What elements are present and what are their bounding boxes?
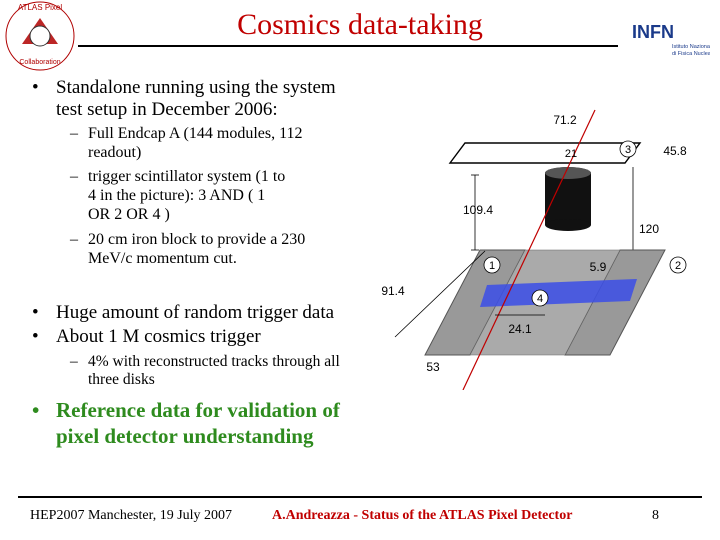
sub-bullet-3: – 20 cm iron block to provide a 230 MeV/… <box>70 231 306 267</box>
svg-text:ATLAS Pixel: ATLAS Pixel <box>18 3 63 12</box>
setup-diagram: 71.2 21 3 45.8 109.4 120 1 5.9 2 91.4 4 … <box>375 105 710 391</box>
dim-53: 53 <box>426 360 440 374</box>
sub-bullet-1-text: Full Endcap A (144 modules, 112 readout) <box>88 125 303 161</box>
scintillator-3-plane <box>448 142 642 164</box>
bullet-1-text: Standalone running using the system test… <box>56 77 336 120</box>
infn-logo-text: INFN <box>632 22 674 42</box>
page-number: 8 <box>652 508 659 523</box>
footer-center: A.Andreazza - Status of the ATLAS Pixel … <box>272 508 573 523</box>
iron-block <box>545 167 591 179</box>
scint-1-label: 1 <box>489 260 495 272</box>
sub-bullet-1: – Full Endcap A (144 modules, 112 readou… <box>70 125 303 161</box>
svg-text:Istituto Nazionale: Istituto Nazionale <box>672 44 710 50</box>
dim-5-9: 5.9 <box>590 260 607 274</box>
sub-bullet-3-text: 20 cm iron block to provide a 230 MeV/c … <box>88 231 306 267</box>
sub-bullet-4-text: 4% with reconstructed tracks through all… <box>88 353 340 388</box>
dim-71-2: 71.2 <box>553 113 577 127</box>
title-divider <box>78 45 618 47</box>
dim-21: 21 <box>565 148 577 160</box>
cosmic-track-line <box>462 109 596 391</box>
page-title: Cosmics data-taking <box>237 8 483 41</box>
svg-text:di Fisica Nucleare: di Fisica Nucleare <box>672 51 710 57</box>
atlas-pixel-logo: Collaboration ATLAS Pixel <box>2 0 78 72</box>
bullet-1: • Standalone running using the system te… <box>32 77 356 121</box>
footer-left: HEP2007 Manchester, 19 July 2007 <box>30 508 233 523</box>
dim-120: 120 <box>639 222 659 236</box>
sub-bullet-2: – trigger scintillator system (1 to 4 in… <box>70 168 286 223</box>
bullet-2: • Huge amount of random trigger data <box>32 302 335 323</box>
scint-4-label: 4 <box>537 293 543 305</box>
bullet-4: • Reference data for validation of pixel… <box>32 398 340 448</box>
svg-text:Collaboration: Collaboration <box>19 59 60 66</box>
infn-logo: INFN Istituto Nazionale di Fisica Nuclea… <box>630 14 716 64</box>
dim-109-4: 109.4 <box>463 203 493 217</box>
bullet-2-text: Huge amount of random trigger data <box>56 302 335 323</box>
sub-bullet-4: – 4% with reconstructed tracks through a… <box>70 353 340 388</box>
dim-45-8: 45.8 <box>663 144 687 158</box>
dim-91-4: 91.4 <box>381 284 405 298</box>
bullet-3: • About 1 M cosmics trigger <box>32 326 261 347</box>
scint-2-label: 2 <box>675 260 681 272</box>
scintillator-4-plane <box>480 279 637 307</box>
bullet-3-text: About 1 M cosmics trigger <box>56 326 261 347</box>
sub-bullet-2-text: trigger scintillator system (1 to 4 in t… <box>88 168 286 223</box>
scint-3-label: 3 <box>625 144 631 156</box>
footer-divider <box>18 496 702 498</box>
dim-24-1: 24.1 <box>508 322 532 336</box>
bullet-4-text: Reference data for validation of pixel d… <box>56 398 340 448</box>
bullet-dot: • <box>32 77 39 98</box>
